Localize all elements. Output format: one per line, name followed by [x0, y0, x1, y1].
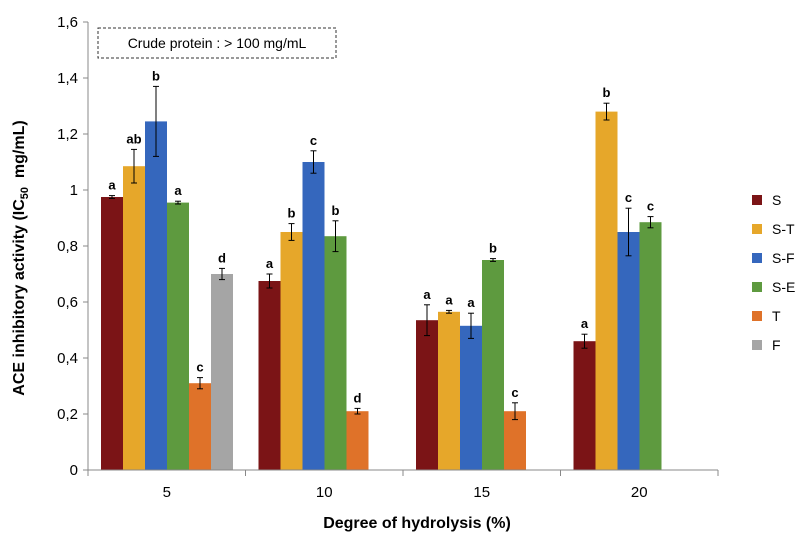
- significance-letter: a: [266, 256, 274, 271]
- bar-F-5: [211, 274, 233, 470]
- legend-label-S: S: [772, 192, 781, 208]
- legend-swatch-S-E: [752, 282, 762, 292]
- x-axis: 5 10 15 20: [87, 469, 719, 501]
- bar-T-15: [504, 411, 526, 470]
- y-tick-label: 0: [70, 462, 78, 479]
- bar-T-10: [346, 411, 369, 470]
- y-axis-ticks: 0 0,2 0,4 0,6 0,8 1 1,2 1,4 1,6: [57, 14, 89, 479]
- legend-swatch-S-T: [752, 224, 762, 234]
- significance-letter: a: [467, 295, 475, 310]
- bar-T-5: [189, 383, 211, 470]
- legend: S S-T S-F S-E TF: [752, 192, 795, 353]
- y-tick-label: 1,4: [57, 70, 78, 87]
- x-tick-label: 5: [163, 484, 171, 501]
- legend-label-S-E: S-E: [772, 279, 795, 295]
- bar-S-T-5: [123, 166, 145, 470]
- bar-S-F-15: [460, 325, 482, 470]
- legend-swatch-F: [752, 340, 762, 350]
- significance-letter: c: [647, 199, 654, 214]
- significance-letter: c: [511, 385, 518, 400]
- legend-swatch-T: [752, 311, 762, 321]
- bar-S-F-20: [617, 232, 640, 470]
- bar-S-E-15: [482, 260, 504, 470]
- significance-letter: b: [288, 206, 296, 221]
- bar-S-20: [573, 341, 596, 470]
- significance-letter: b: [603, 85, 611, 100]
- bar-S-E-20: [639, 222, 662, 470]
- legend-swatch-S-F: [752, 253, 762, 263]
- significance-letter: c: [196, 360, 203, 375]
- y-tick-label: 0,2: [57, 406, 78, 423]
- significance-letter: a: [174, 183, 182, 198]
- annotation-text: Crude protein : > 100 mg/mL: [128, 35, 307, 51]
- y-axis-title-tail: mg/mL): [11, 120, 28, 187]
- significance-letter: d: [354, 390, 362, 405]
- legend-label-S-T: S-T: [772, 221, 795, 237]
- significance-letter: a: [445, 292, 453, 307]
- y-tick-label: 0,6: [57, 294, 78, 311]
- significance-letter: a: [423, 287, 431, 302]
- legend-swatch-S: [752, 195, 762, 205]
- bar-S-T-20: [595, 111, 618, 470]
- x-axis-title: Degree of hydrolysis (%): [323, 515, 511, 532]
- y-tick-label: 0,4: [57, 350, 78, 367]
- legend-label-S-F: S-F: [772, 250, 795, 266]
- y-tick-label: 1: [70, 182, 78, 199]
- bar-S-15: [416, 320, 438, 470]
- significance-letter: a: [581, 316, 589, 331]
- y-axis-title-subscript: 50: [19, 187, 31, 199]
- significance-letter: d: [218, 250, 226, 265]
- y-tick-label: 0,8: [57, 238, 78, 255]
- significance-letter: a: [108, 178, 116, 193]
- y-axis-title-main: ACE inhibitory activity (IC: [11, 199, 28, 396]
- bar-S-5: [101, 197, 123, 470]
- bar-S-T-10: [280, 232, 303, 470]
- x-tick-label: 20: [631, 484, 648, 501]
- x-tick-label: 15: [473, 484, 490, 501]
- significance-letter: ab: [126, 131, 141, 146]
- annotation-box: Crude protein : > 100 mg/mL: [97, 27, 337, 59]
- significance-letter: b: [152, 68, 160, 83]
- y-tick-label: 1,6: [57, 14, 78, 31]
- significance-letter: b: [489, 241, 497, 256]
- significance-letter: b: [332, 203, 340, 218]
- significance-letter: c: [625, 190, 632, 205]
- bar-S-F-10: [302, 162, 325, 470]
- legend-label-F: F: [772, 337, 781, 353]
- bar-S-E-10: [324, 236, 347, 470]
- bar-S-F-5: [145, 121, 167, 471]
- x-tick-label: 10: [316, 484, 333, 501]
- y-axis-title: ACE inhibitory activity (IC50 mg/mL): [11, 120, 31, 395]
- legend-label-T: T: [772, 308, 781, 324]
- svg-text:ACE inhibitory activity (IC50: ACE inhibitory activity (IC50 mg/mL): [11, 120, 31, 395]
- bar-S-10: [258, 281, 281, 470]
- y-tick-label: 1,2: [57, 126, 78, 143]
- bar-S-E-5: [167, 202, 189, 470]
- significance-letter: c: [310, 133, 317, 148]
- bar-S-T-15: [438, 311, 460, 470]
